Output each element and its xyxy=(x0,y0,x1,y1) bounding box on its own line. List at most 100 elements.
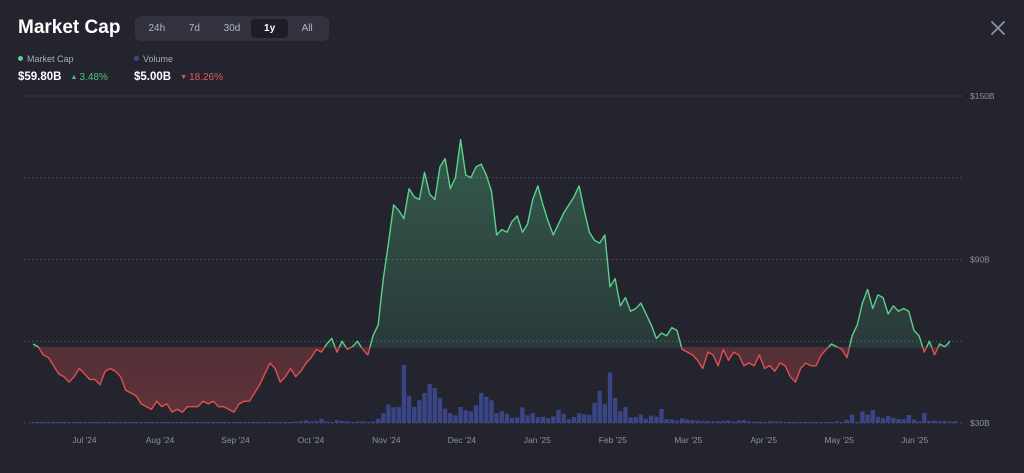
volume-bar xyxy=(643,418,649,423)
volume-bar xyxy=(401,365,407,423)
volume-bar xyxy=(272,421,278,423)
volume-bar xyxy=(535,417,541,423)
volume-bar xyxy=(458,406,463,423)
volume-bar xyxy=(834,421,839,423)
volume-bar xyxy=(669,419,674,423)
volume-bar xyxy=(102,421,108,423)
volume-bar xyxy=(855,421,860,423)
x-tick-label: Jun '25 xyxy=(901,435,928,445)
volume-bar xyxy=(442,408,448,423)
volume-bar xyxy=(520,407,525,423)
volume-bar xyxy=(257,421,262,423)
volume-bar xyxy=(762,421,767,423)
volume-bar xyxy=(236,421,242,423)
volume-bar xyxy=(46,421,51,423)
volume-bar xyxy=(715,421,721,423)
volume-bar xyxy=(51,421,56,423)
volume-bar xyxy=(891,417,896,423)
volume-bar xyxy=(880,418,886,423)
volume-bar xyxy=(149,421,154,423)
volume-value: $5.00B xyxy=(134,71,172,83)
volume-bar xyxy=(406,395,412,423)
volume-bar xyxy=(72,421,77,423)
volume-bar xyxy=(582,414,587,423)
volume-bar xyxy=(144,421,149,423)
tab-30d[interactable]: 30d xyxy=(223,23,241,34)
volume-bar xyxy=(741,420,747,423)
volume-bar xyxy=(705,420,711,423)
tab-all[interactable]: All xyxy=(301,23,313,34)
volume-bar xyxy=(922,412,927,423)
volume-stat: $5.00B ▼ 18.26% xyxy=(134,71,223,83)
volume-bar xyxy=(298,421,304,423)
x-tick-label: Feb '25 xyxy=(599,435,627,445)
volume-bar xyxy=(252,421,257,423)
volume-bar xyxy=(97,421,103,423)
volume-bar xyxy=(875,416,881,423)
market-cap-stat: $59.80B ▲ 3.48% xyxy=(18,71,108,83)
volume-bar xyxy=(767,421,772,423)
volume-bar xyxy=(123,421,128,423)
volume-bar xyxy=(381,413,386,423)
triangle-up-icon: ▲ xyxy=(70,74,78,81)
volume-bar xyxy=(777,421,783,423)
volume-bar xyxy=(365,421,371,423)
tab-7d[interactable]: 7d xyxy=(188,23,200,34)
volume-bar xyxy=(839,421,844,423)
close-icon[interactable] xyxy=(988,18,1008,38)
volume-bar xyxy=(113,421,118,423)
triangle-down-icon: ▼ xyxy=(180,74,188,81)
x-tick-label: Jan '25 xyxy=(524,435,551,445)
volume-bar xyxy=(499,411,504,423)
volume-bar xyxy=(293,421,298,423)
volume-bar xyxy=(164,421,170,423)
volume-bar xyxy=(479,392,484,423)
volume-bar xyxy=(906,414,911,423)
volume-bar xyxy=(185,421,190,423)
x-tick-label: Sep '24 xyxy=(221,435,250,445)
volume-bar xyxy=(618,411,623,423)
tab-1y[interactable]: 1y xyxy=(250,19,289,38)
volume-bar xyxy=(947,421,953,423)
volume-bar xyxy=(824,421,829,423)
volume-change: ▼ 18.26% xyxy=(180,72,223,83)
market-cap-line-up xyxy=(32,138,951,348)
volume-bar xyxy=(736,420,741,423)
volume-bar xyxy=(551,416,556,423)
volume-bar xyxy=(602,403,608,423)
volume-bar xyxy=(849,414,855,423)
volume-bar xyxy=(504,413,510,423)
volume-bar xyxy=(726,420,731,423)
volume-bar xyxy=(396,406,401,423)
volume-bar xyxy=(576,413,582,423)
volume-bar xyxy=(211,421,216,423)
volume-bar xyxy=(118,421,123,423)
volume-bar xyxy=(448,413,453,423)
legend-volume-label: Volume xyxy=(143,54,174,64)
volume-bar xyxy=(679,418,685,423)
volume-bar xyxy=(813,421,819,423)
volume-bar xyxy=(412,406,417,423)
volume-bar xyxy=(82,421,87,423)
volume-bar xyxy=(674,420,680,423)
volume-bar xyxy=(819,421,824,423)
volume-bar xyxy=(757,421,762,423)
legend-market-cap: Market Cap xyxy=(18,54,74,64)
volume-bar xyxy=(391,407,396,423)
volume-bar xyxy=(592,402,597,423)
volume-bar xyxy=(350,421,355,423)
volume-bar xyxy=(865,414,870,423)
volume-bar xyxy=(355,421,360,423)
volume-bar xyxy=(247,421,252,423)
area-fill-down xyxy=(33,347,950,413)
volume-bar xyxy=(190,421,195,423)
volume-bar xyxy=(772,421,778,423)
volume-bar xyxy=(375,418,381,423)
volume-bar xyxy=(453,415,458,423)
volume-bar xyxy=(793,421,798,423)
volume-bar xyxy=(267,421,273,423)
tab-24h[interactable]: 24h xyxy=(148,23,166,34)
volume-bar xyxy=(427,383,432,423)
volume-bar xyxy=(685,419,690,423)
